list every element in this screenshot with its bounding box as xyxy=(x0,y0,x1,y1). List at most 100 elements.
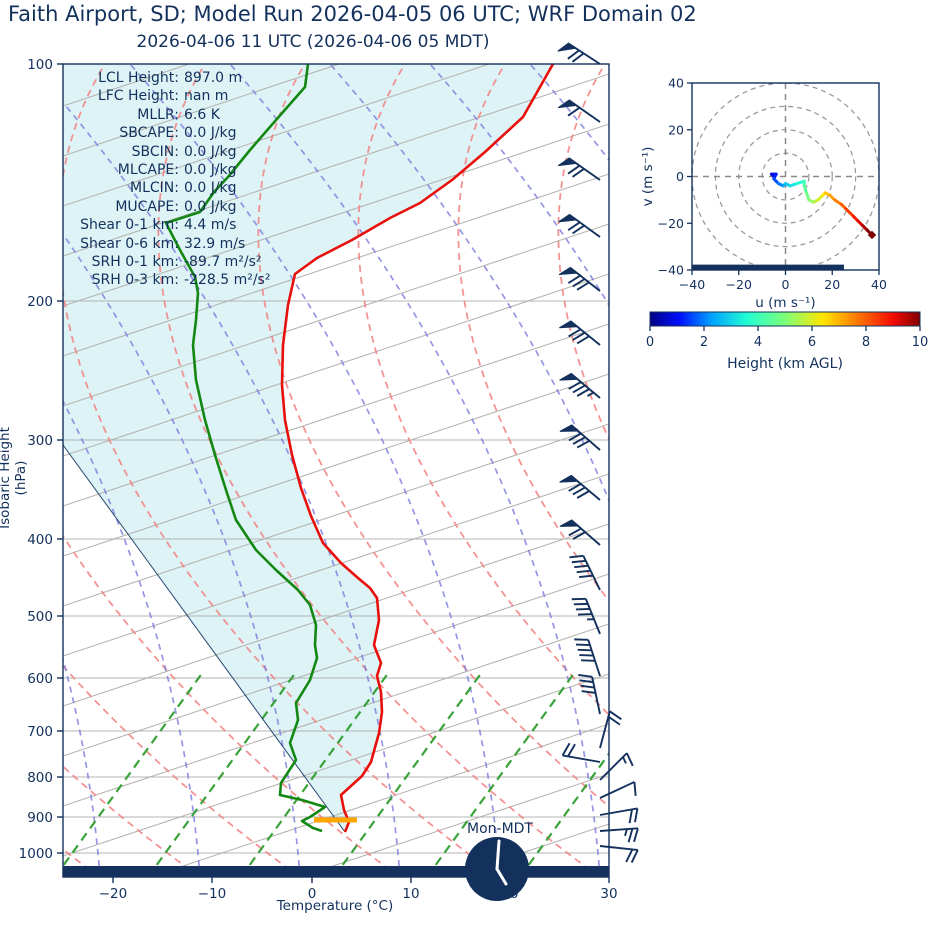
barb-full xyxy=(625,848,634,863)
wind-barb xyxy=(561,742,601,763)
barb-full xyxy=(633,828,639,843)
isotherm-line xyxy=(63,423,609,607)
barb-flag xyxy=(558,214,578,223)
barb-flag xyxy=(559,320,579,329)
barb-half xyxy=(586,391,594,397)
barb-full xyxy=(568,328,582,338)
index-row: MLLR: 6.6 K xyxy=(65,106,270,124)
hodo-y-axis-title: v (m s⁻¹) xyxy=(640,147,656,207)
cin-shade-region xyxy=(63,64,553,832)
dewpoint-curve xyxy=(164,63,327,833)
barb-flag xyxy=(557,99,578,109)
barb-staff xyxy=(599,781,635,799)
barb-flag xyxy=(559,474,580,483)
barb-staff xyxy=(587,639,601,677)
isotherm-line xyxy=(63,673,609,857)
wind-barb xyxy=(559,474,601,501)
index-row: Shear 0-6 km: 32.9 m/s xyxy=(65,235,270,253)
dry-adiabat-line xyxy=(858,64,928,877)
barb-half xyxy=(622,756,627,764)
moist-adiabat-line xyxy=(63,101,401,877)
x-tick-label: 0 xyxy=(308,886,317,902)
barb-full xyxy=(576,281,590,291)
mixing-ratio-line xyxy=(426,671,576,877)
wind-barb xyxy=(574,638,601,677)
surface-bar xyxy=(63,866,609,877)
barb-full xyxy=(574,564,589,569)
index-label: SBCIN: xyxy=(131,143,179,160)
mixing-ratio-line xyxy=(892,672,928,877)
barb-full xyxy=(568,432,582,442)
mixing-ratio-line xyxy=(519,751,609,877)
barb-full xyxy=(626,752,634,767)
barb-full xyxy=(607,715,621,726)
y-tick-label: 300 xyxy=(27,433,53,449)
barb-flag xyxy=(559,519,580,527)
index-value: 4.4 m/s xyxy=(184,217,237,234)
dry-adiabat-line xyxy=(357,64,609,717)
index-row: LCL Height: 897.0 m xyxy=(65,69,270,87)
barb-full xyxy=(576,388,590,397)
barb-full xyxy=(634,808,639,823)
colorbar-tick-label: 8 xyxy=(862,335,870,350)
barb-full xyxy=(572,168,585,178)
mixing-ratio-line xyxy=(706,672,854,877)
valid-time-subtitle: 2026-04-06 11 UTC (2026-04-06 05 MDT) xyxy=(136,32,490,52)
barb-full xyxy=(628,809,633,824)
barb-full xyxy=(576,569,591,574)
clock-icon xyxy=(465,837,529,901)
barb-full xyxy=(567,164,581,175)
moist-adiabat-line xyxy=(229,64,601,877)
barb-full xyxy=(579,679,594,684)
mixing-ratio-line xyxy=(799,672,928,877)
barb-full xyxy=(567,106,581,117)
wind-barb xyxy=(599,845,639,863)
wind-barb xyxy=(578,673,601,715)
wind-barb xyxy=(558,213,601,238)
barb-full xyxy=(581,690,596,694)
barb-flag xyxy=(559,424,580,432)
mixing-ratio-line xyxy=(63,671,204,868)
barb-full xyxy=(576,490,590,499)
hodograph-trace-segment xyxy=(844,207,855,218)
x-tick-label: −20 xyxy=(99,886,128,902)
hodo-x-tick-label: 40 xyxy=(871,277,887,292)
barb-flag xyxy=(559,372,580,381)
barb-full xyxy=(572,486,586,496)
hodo-x-tick-label: 0 xyxy=(782,277,790,292)
isotherm-line xyxy=(63,323,609,507)
dry-adiabat-line xyxy=(557,64,609,441)
barb-full xyxy=(572,224,585,235)
index-label: LFC Height: xyxy=(97,88,179,105)
index-value: -89.7 m²/s² xyxy=(184,254,262,271)
barb-staff xyxy=(582,555,601,591)
index-row: MLCIN: 0.0 J/kg xyxy=(65,179,270,197)
barb-full xyxy=(561,742,571,756)
barb-full xyxy=(578,574,594,579)
wind-barb xyxy=(558,266,601,292)
index-label: SBCAPE: xyxy=(119,125,179,142)
wind-barb xyxy=(559,320,601,346)
barb-full xyxy=(567,49,580,60)
barb-full xyxy=(572,278,586,288)
barb-full xyxy=(567,743,576,757)
index-value: 897.0 m xyxy=(184,70,243,86)
dry-adiabat-line xyxy=(457,64,609,603)
isotherm-line xyxy=(63,123,609,307)
barb-full xyxy=(630,849,639,863)
barb-full xyxy=(572,331,586,341)
moist-adiabat-line xyxy=(630,64,928,877)
wind-barb xyxy=(599,781,637,799)
index-value: 0.0 J/kg xyxy=(184,162,237,179)
isotherm-line xyxy=(63,64,490,207)
isotherm-line xyxy=(149,723,609,877)
barb-full xyxy=(568,381,582,390)
wind-barb xyxy=(599,827,639,843)
isotherm-line xyxy=(63,623,609,807)
index-row: LFC Height: nan m xyxy=(65,87,270,105)
moist-adiabat-line xyxy=(730,64,928,877)
wind-barb xyxy=(559,519,601,546)
hodo-y-tick-label: −20 xyxy=(658,216,684,231)
moist-adiabat-line xyxy=(329,64,609,503)
